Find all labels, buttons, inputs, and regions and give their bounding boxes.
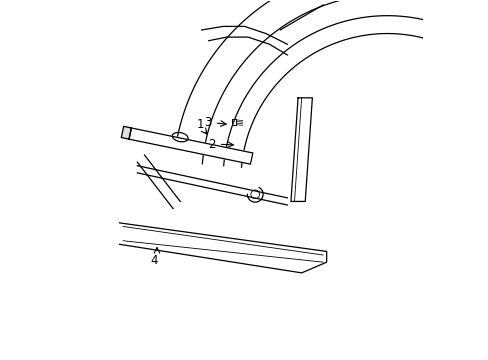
Text: 3: 3	[204, 116, 211, 129]
Polygon shape	[119, 223, 326, 273]
Polygon shape	[290, 98, 312, 202]
Text: 2: 2	[208, 138, 216, 151]
Text: 4: 4	[150, 254, 158, 267]
Text: 1: 1	[197, 118, 204, 131]
Polygon shape	[121, 126, 131, 139]
Polygon shape	[129, 128, 252, 164]
